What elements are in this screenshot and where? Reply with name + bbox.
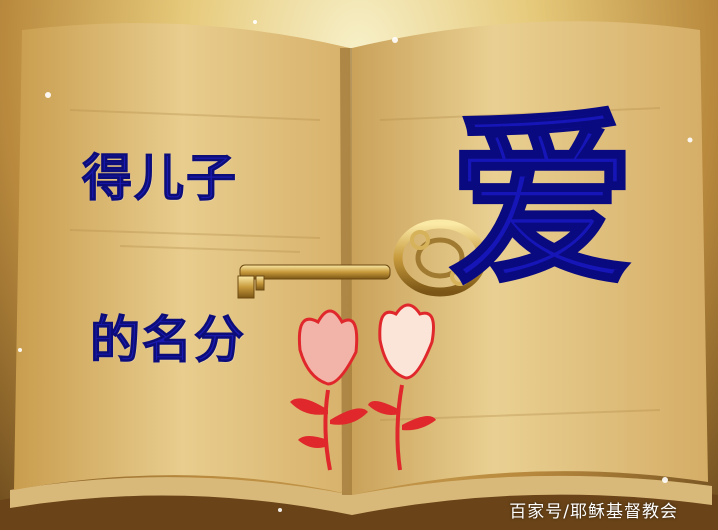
caption-line-2: 的名分 xyxy=(90,311,246,370)
book-image xyxy=(0,21,718,530)
big-love-character: 爱 xyxy=(447,92,638,311)
key-image xyxy=(237,219,487,299)
caption-line-1: 得儿子 xyxy=(82,149,238,208)
watermark: 百家号/耶稣基督教会 xyxy=(509,502,678,522)
flower-right-image xyxy=(368,303,436,471)
flower-left-image xyxy=(290,309,368,471)
sparkle-icon xyxy=(18,20,693,512)
